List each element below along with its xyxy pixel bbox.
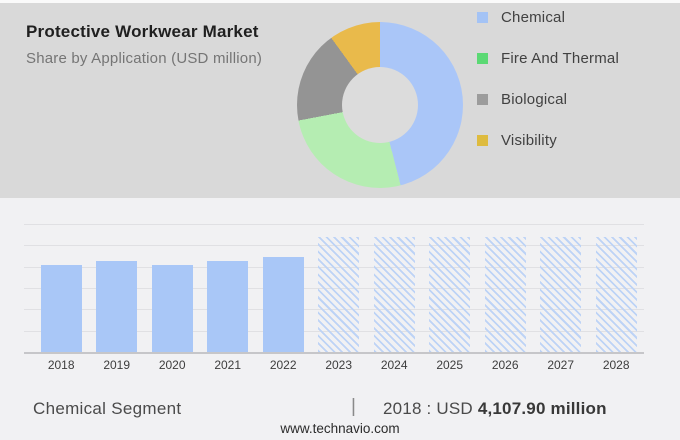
legend-item-label: Chemical xyxy=(501,9,566,26)
bar-2019 xyxy=(96,261,138,352)
x-axis-label-2025: 2025 xyxy=(436,358,464,372)
legend-swatch-icon xyxy=(477,94,488,105)
legend-item-label: Visibility xyxy=(501,132,557,149)
website-link[interactable]: www.technavio.com xyxy=(280,421,400,436)
page-title: Protective Workwear Market xyxy=(26,22,259,41)
x-axis-label-2028: 2028 xyxy=(602,358,630,372)
x-axis-label-2020: 2020 xyxy=(158,358,186,372)
legend-item-chemical: Chemical xyxy=(477,9,667,26)
donut-hole xyxy=(342,67,418,143)
x-axis-label-2026: 2026 xyxy=(491,358,519,372)
legend-item-label: Biological xyxy=(501,91,568,108)
top-edge-highlight xyxy=(0,0,680,3)
bar-2027 xyxy=(540,237,582,352)
bar-2025 xyxy=(429,237,471,352)
header-section: Protective Workwear Market Share by Appl… xyxy=(0,0,680,198)
footer-stat: 2018 : USD 4,107.90 million xyxy=(383,399,607,419)
bar-2022 xyxy=(262,257,304,352)
bar-chart-plot-area xyxy=(24,224,644,354)
page-subtitle: Share by Application (USD million) xyxy=(26,50,263,67)
x-axis-label-2023: 2023 xyxy=(325,358,353,372)
legend-item-label: Fire And Thermal xyxy=(501,50,619,67)
bar-2028 xyxy=(595,237,637,352)
bar-2023 xyxy=(318,237,360,352)
legend-item-visibility: Visibility xyxy=(477,132,667,149)
bar-2024 xyxy=(373,237,415,352)
stat-prefix: 2018 : USD xyxy=(383,399,473,418)
x-axis-label-2027: 2027 xyxy=(547,358,575,372)
segment-label: Chemical Segment xyxy=(33,399,182,418)
stat-value: 4,107.90 million xyxy=(477,399,607,418)
footer-separator: | xyxy=(351,396,356,417)
x-axis-label-2019: 2019 xyxy=(103,358,131,372)
x-axis-label-2018: 2018 xyxy=(47,358,75,372)
legend-item-fire-and-thermal: Fire And Thermal xyxy=(477,50,667,67)
bar-2018 xyxy=(40,265,82,352)
x-axis-labels: 2018 2019 2020 2021 2022 2023 2024 2025 2026 2027… xyxy=(0,358,680,374)
bar-2021 xyxy=(207,260,249,352)
legend-swatch-icon xyxy=(477,135,488,146)
legend-swatch-icon xyxy=(477,53,488,64)
x-axis-label-2021: 2021 xyxy=(214,358,242,372)
chart-legend: Chemical Fire And Thermal Biological Visibi… xyxy=(477,9,667,174)
donut-chart xyxy=(297,22,463,188)
bar-2020 xyxy=(151,264,193,352)
legend-item-biological: Biological xyxy=(477,91,667,108)
legend-swatch-icon xyxy=(477,12,488,23)
x-axis-label-2024: 2024 xyxy=(380,358,408,372)
bar-2026 xyxy=(484,237,526,352)
x-axis-label-2022: 2022 xyxy=(269,358,297,372)
gridline xyxy=(24,224,644,225)
